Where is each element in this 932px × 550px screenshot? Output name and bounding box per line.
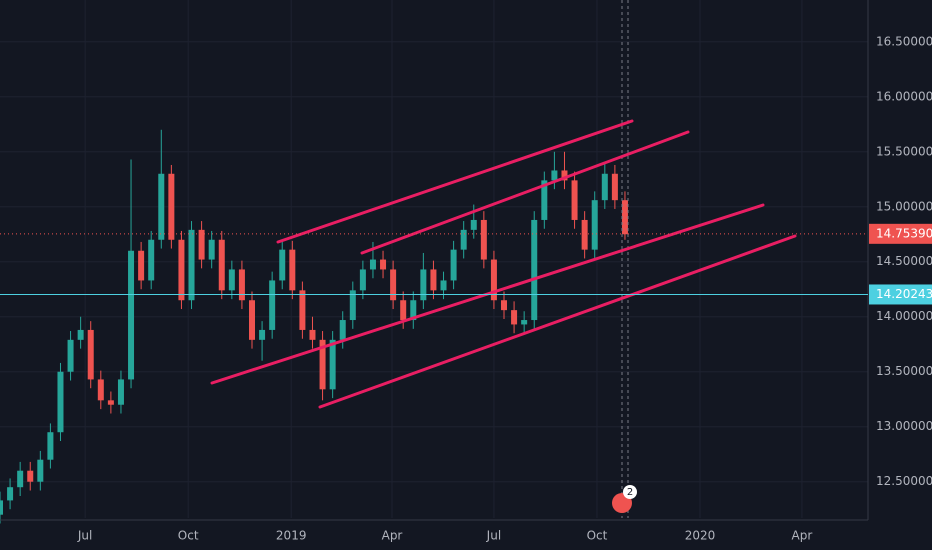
- candle-body: [168, 173, 175, 240]
- candle-body: [601, 173, 608, 201]
- x-tick-label: Jul: [486, 529, 501, 543]
- candle-body: [138, 250, 145, 281]
- candle-body: [460, 229, 467, 250]
- candle-body: [148, 239, 155, 281]
- candle-body: [178, 239, 185, 301]
- candle-body: [17, 470, 24, 488]
- price-label: 14.75390: [876, 226, 932, 240]
- price-axis: [868, 0, 932, 550]
- y-tick-label: 13.50000: [876, 364, 932, 378]
- candle-body: [158, 173, 165, 240]
- candle-body: [339, 320, 346, 340]
- candle-body: [269, 280, 276, 330]
- candle-body: [440, 280, 447, 291]
- candle-body: [369, 259, 376, 270]
- candle-body: [511, 310, 518, 325]
- candle-body: [7, 487, 14, 501]
- candle-body: [77, 329, 84, 340]
- price-label-box: [869, 223, 932, 244]
- candle-body: [390, 269, 397, 301]
- x-tick-label: Oct: [587, 529, 608, 543]
- candle-body: [501, 300, 507, 311]
- trend-line[interactable]: [276, 119, 634, 244]
- candle-body: [107, 400, 114, 405]
- candle-body: [480, 219, 487, 260]
- y-tick-label: 12.50000: [876, 474, 932, 488]
- candle-body: [67, 339, 74, 372]
- candle-body: [249, 300, 255, 340]
- candle-body: [400, 300, 407, 321]
- candle-body: [238, 269, 245, 301]
- price-label-box: [869, 284, 932, 305]
- candle-body: [410, 300, 417, 321]
- candle-body: [581, 219, 588, 250]
- candle-body: [561, 170, 568, 181]
- candle-body: [541, 180, 548, 220]
- candle-body: [128, 250, 135, 380]
- x-tick-label: Jul: [77, 529, 92, 543]
- candle-body: [218, 239, 225, 291]
- candle-body: [279, 249, 286, 281]
- candle-body: [329, 339, 336, 390]
- trend-line[interactable]: [318, 234, 797, 409]
- x-tick-label: 2020: [685, 529, 716, 543]
- candle-body: [188, 229, 195, 301]
- y-tick-label: 15.50000: [876, 144, 932, 158]
- y-tick-label: 15.00000: [876, 199, 932, 213]
- candle-body: [198, 229, 205, 260]
- candle-body: [611, 173, 618, 201]
- candle-body: [319, 339, 326, 390]
- candle-body: [299, 290, 306, 330]
- candle-body: [531, 219, 538, 321]
- x-tick-label: 2019: [276, 529, 307, 543]
- candle-body: [259, 329, 266, 340]
- candle-body: [380, 259, 387, 270]
- x-tick-label: Apr: [382, 529, 403, 543]
- candle-body: [571, 180, 578, 220]
- y-tick-label: 16.50000: [876, 34, 932, 48]
- event-badge[interactable]: 2: [612, 485, 637, 513]
- axes: 12.50000 13.00000 13.50000 14.00000 14.50000…: [77, 34, 932, 542]
- y-tick-label: 16.00000: [876, 89, 932, 103]
- candle-body: [208, 239, 215, 260]
- candle-body: [621, 200, 628, 235]
- candle-body: [430, 269, 437, 291]
- candle-body: [0, 500, 3, 515]
- badge-count: 2: [627, 487, 633, 498]
- candle-body: [490, 259, 497, 301]
- candle-body: [591, 200, 598, 250]
- candle-body: [228, 269, 235, 291]
- candle-body: [359, 269, 366, 291]
- candle-body: [27, 470, 34, 482]
- y-tick-label: 14.00000: [876, 309, 932, 323]
- candle-body: [551, 170, 558, 181]
- price-label: 14.20243: [876, 287, 932, 301]
- candle-body: [521, 320, 528, 325]
- candle-body: [87, 329, 94, 380]
- x-tick-label: Apr: [792, 529, 813, 543]
- candle-body: [470, 219, 477, 230]
- y-tick-label: 13.00000: [876, 419, 932, 433]
- candle-body: [117, 379, 124, 405]
- x-tick-label: Oct: [178, 529, 199, 543]
- candle-body: [289, 249, 296, 291]
- candle-body: [97, 379, 104, 401]
- candle-body: [57, 371, 64, 433]
- candle-body: [47, 432, 54, 460]
- candle-body: [450, 249, 457, 281]
- trend-line[interactable]: [360, 130, 690, 255]
- candle-body: [349, 290, 356, 321]
- y-tick-label: 14.50000: [876, 254, 932, 268]
- candle-body: [420, 269, 427, 301]
- candles: [0, 129, 628, 524]
- candle-body: [37, 459, 44, 482]
- candle-body: [309, 329, 316, 340]
